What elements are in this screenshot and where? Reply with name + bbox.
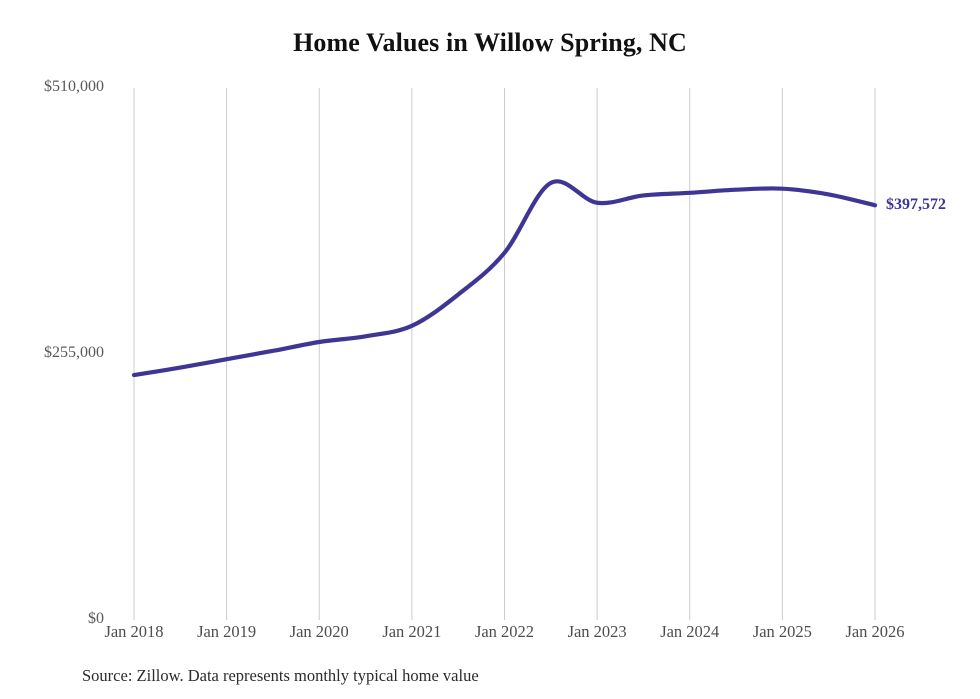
data-series-group <box>131 179 878 378</box>
line-series-typical-home-value <box>131 179 878 378</box>
x-tick-label: Jan 2026 <box>845 622 905 641</box>
x-tick-label: Jan 2019 <box>197 622 257 641</box>
x-tick-label: Jan 2024 <box>660 622 720 641</box>
y-tick-label: $255,000 <box>44 344 104 361</box>
x-tick-label: Jan 2018 <box>104 622 164 641</box>
end-value-callout: $397,572 <box>886 196 946 214</box>
y-axis-labels: $0 $255,000 $510,000 <box>0 0 104 699</box>
chart-title: Home Values in Willow Spring, NC <box>293 28 687 57</box>
y-tick-label: $0 <box>88 610 104 627</box>
x-tick-label: Jan 2020 <box>289 622 349 641</box>
source-note: Source: Zillow. Data represents monthly … <box>82 666 479 685</box>
y-tick-label: $510,000 <box>44 78 104 95</box>
x-tick-label: Jan 2022 <box>474 622 535 641</box>
x-tick-label: Jan 2021 <box>382 622 442 641</box>
x-tick-label: Jan 2025 <box>752 622 812 641</box>
gridlines <box>133 88 876 620</box>
x-tick-label: Jan 2023 <box>567 622 627 641</box>
